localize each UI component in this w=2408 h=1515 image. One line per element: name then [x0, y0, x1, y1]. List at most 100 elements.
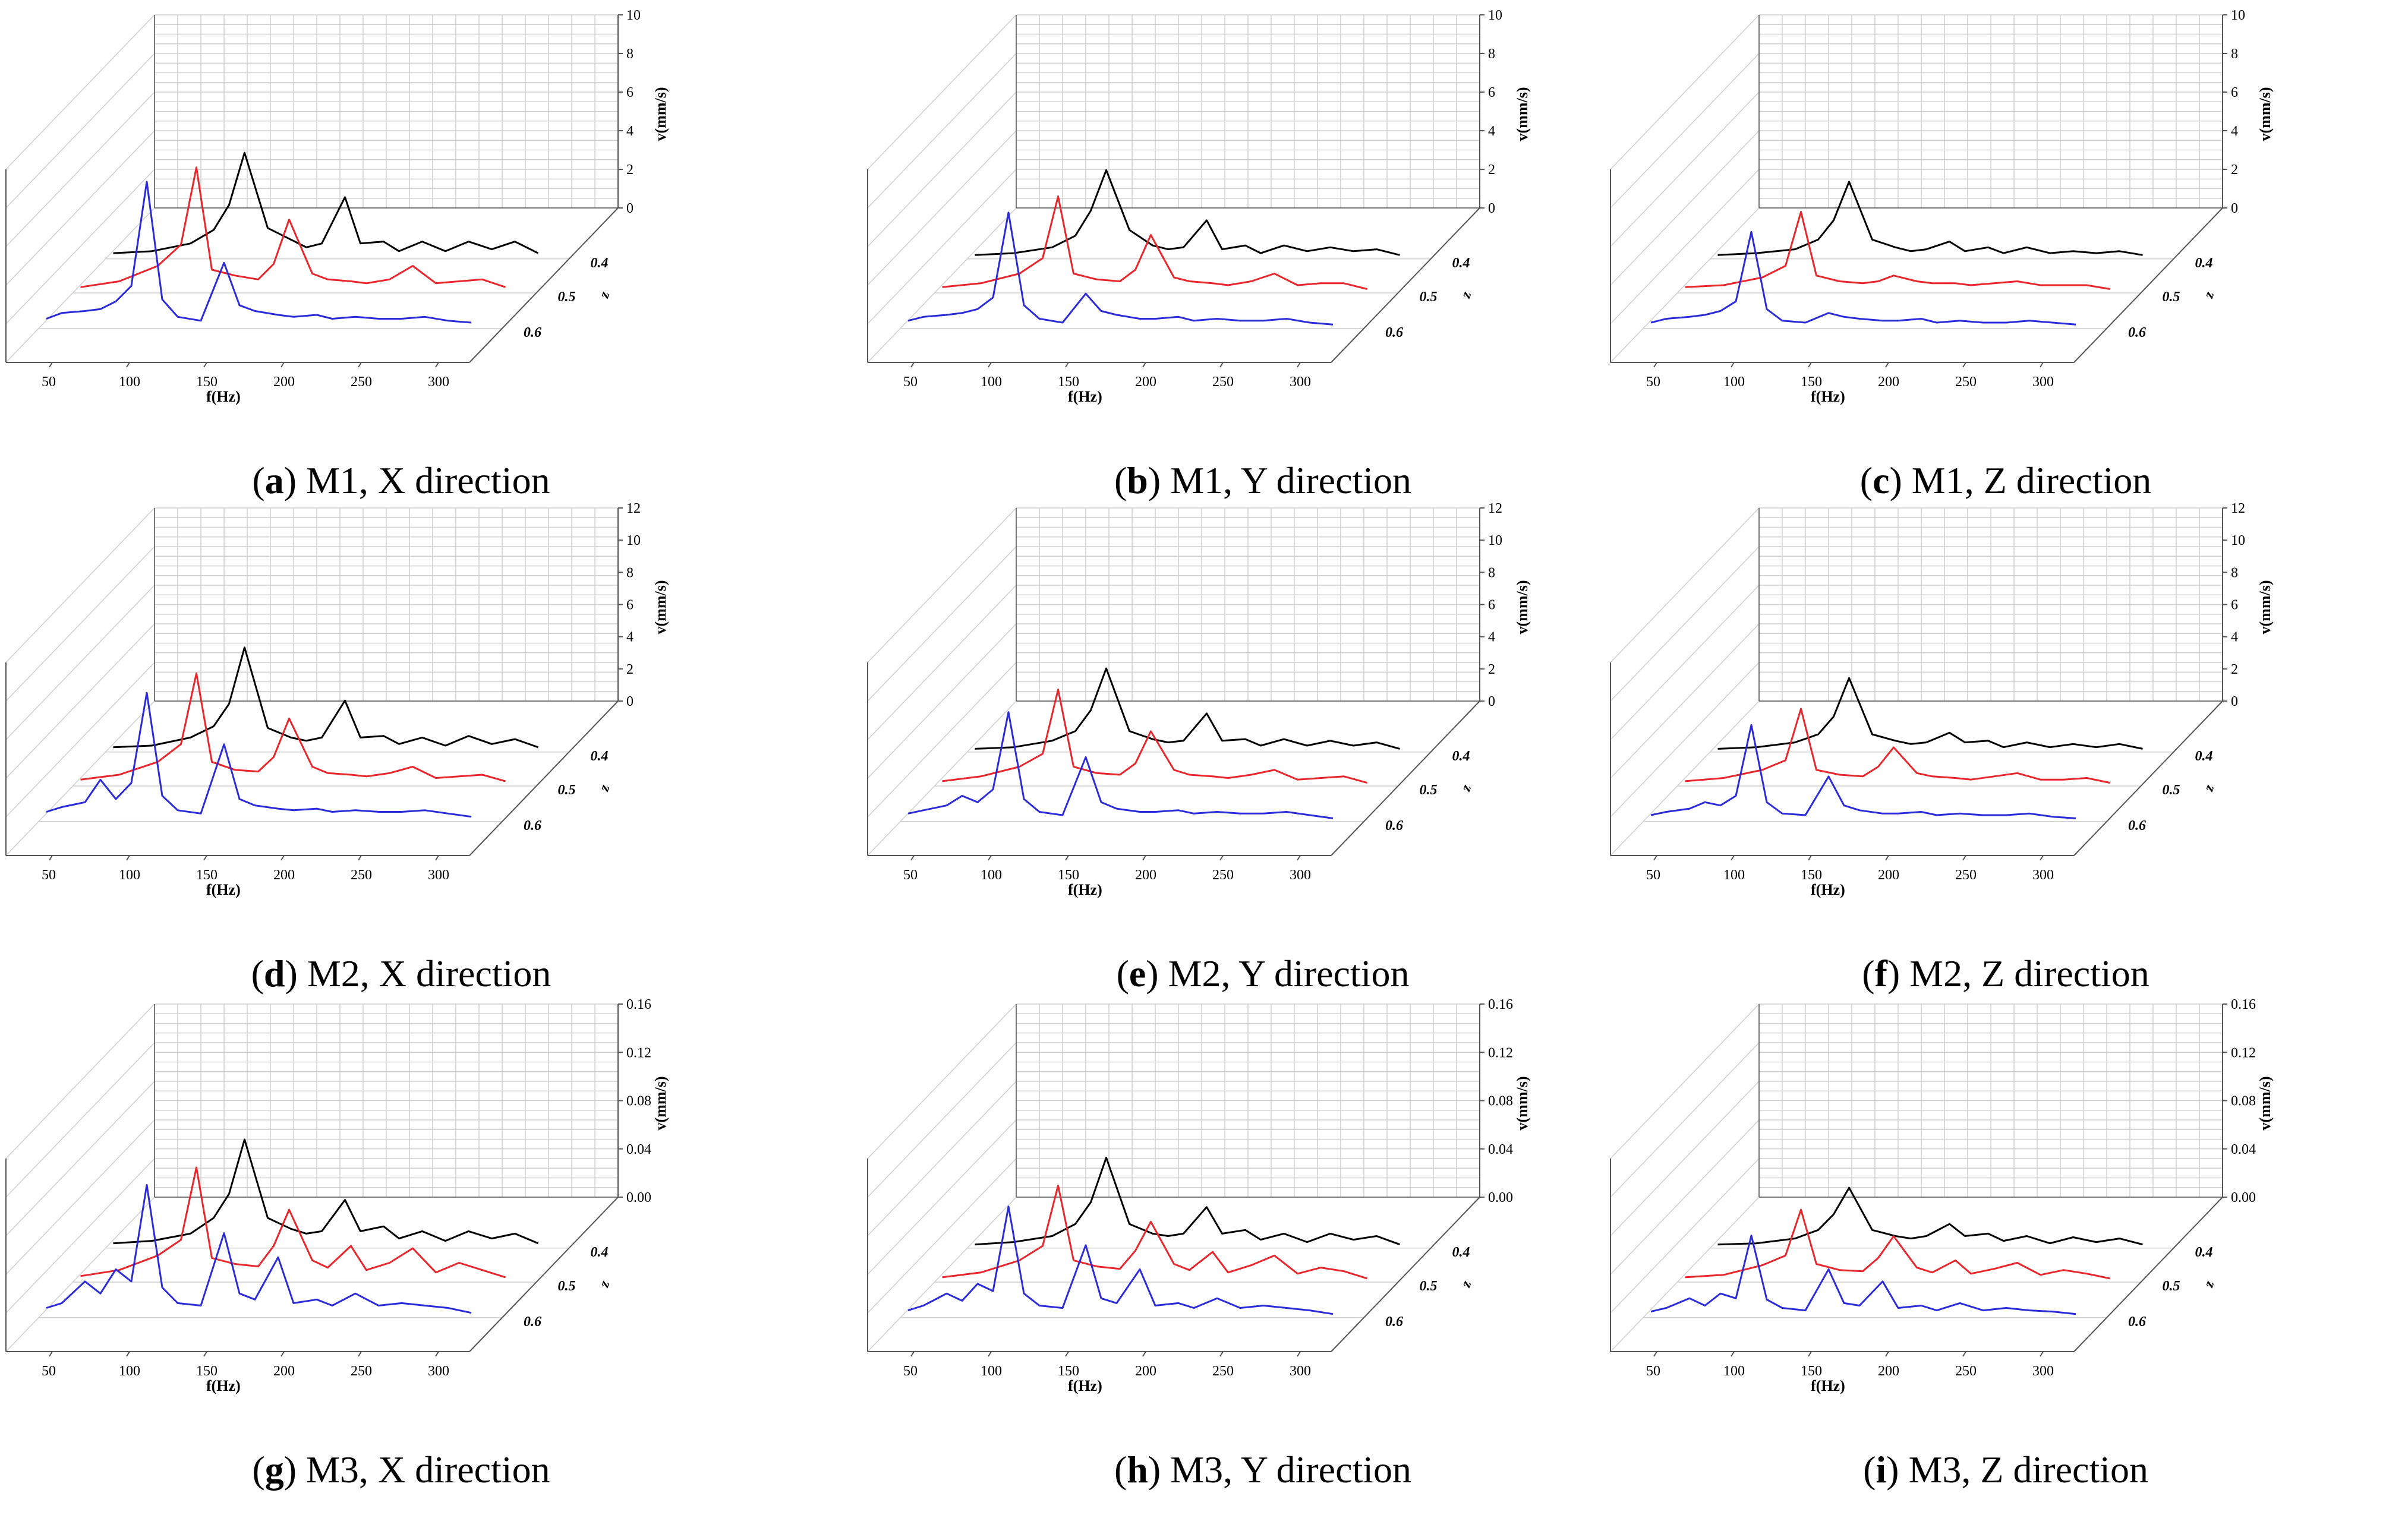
chart-body-e: 0 2 4 6 8 10 12 v(mm/s) 50 100 150 200 250 300 f(Hz) 0.…	[867, 501, 1531, 898]
caption-letter-g: g	[264, 1448, 284, 1491]
caption-letter-h: h	[1127, 1448, 1148, 1491]
series-line-0-4	[975, 169, 1400, 256]
side-wall-g	[5, 1003, 155, 1352]
floor-right-edge	[1331, 207, 1480, 363]
v-tick-label: 0.12	[1488, 1045, 1513, 1060]
f-axis-tick	[1731, 362, 1735, 368]
f-axis-tick	[49, 1351, 53, 1357]
f-tick-label: 100	[981, 1364, 1002, 1379]
v-axis-title: v(mm/s)	[1514, 87, 1531, 141]
caption-text-a: M1, X direction	[306, 459, 550, 501]
side-grid-line	[1610, 585, 1760, 740]
z-axis-c: 0.4 0.5 0.6 z	[2128, 255, 2218, 340]
floor-right-edge	[2073, 700, 2223, 856]
series-line-0-6	[1650, 1235, 2076, 1315]
f-tick-label: 200	[1878, 867, 1899, 883]
f-axis-tick	[1653, 855, 1657, 861]
z-tick-label: 0.5	[1420, 289, 1438, 305]
f-axis-tick	[1219, 1351, 1224, 1357]
f-axis-title: f(Hz)	[206, 1377, 241, 1394]
z-axis-a: 0.4 0.5 0.6 z	[524, 255, 613, 340]
waterfall-chart-f: 0 2 4 6 8 10 12 v(mm/s) 50 100 150 200 250 300 f(Hz) 0.…	[1610, 501, 2274, 898]
side-grid-line	[1610, 623, 1760, 779]
side-grid-line	[5, 700, 155, 856]
z-tick-label: 0.5	[558, 1279, 576, 1294]
f-axis-tick	[1962, 855, 1966, 861]
side-wall-i	[1610, 1003, 1760, 1352]
f-axis-i: 50 100 150 200 250 300 f(Hz)	[1646, 1351, 2054, 1394]
v-tick-label: 10	[1488, 533, 1502, 548]
z-tick-label: 0.4	[1452, 1245, 1470, 1260]
v-tick-label: 10	[1488, 8, 1502, 23]
z-axis-title: z	[1458, 1279, 1474, 1290]
series-line-0-6	[46, 181, 472, 324]
v-tick-label: 4	[626, 124, 633, 139]
side-grid-line	[1610, 1197, 1760, 1352]
side-grid-line	[867, 53, 1017, 209]
v-tick-label: 0.12	[626, 1045, 651, 1060]
floor-f	[1610, 508, 2223, 856]
f-tick-label: 50	[1646, 1364, 1660, 1379]
floor-right-edge	[1331, 1197, 1480, 1352]
back-wall-grid-e	[1016, 507, 1480, 702]
side-wall-f	[1610, 507, 1760, 856]
f-tick-label: 250	[351, 1364, 372, 1379]
v-tick-label: 0.08	[626, 1094, 651, 1109]
side-grid-line	[1610, 14, 1760, 170]
f-tick-label: 100	[119, 1364, 140, 1379]
side-grid-line	[1610, 662, 1760, 818]
v-tick-label: 0	[1488, 201, 1495, 216]
side-grid-line	[867, 1158, 1017, 1314]
f-axis-tick	[910, 1351, 915, 1357]
panel-e: 0 2 4 6 8 10 12 v(mm/s) 50 100 150 200 250 300 f(Hz) 0.…	[862, 493, 1664, 998]
chart-body-g: 0.00 0.04 0.08 0.12 0.16 v(mm/s) 50 100 150 200 25…	[5, 997, 669, 1394]
z-tick-label: 0.4	[2195, 1245, 2213, 1260]
f-axis-tick	[1653, 362, 1657, 368]
v-tick-label: 4	[626, 630, 633, 645]
side-grid-line	[1610, 1003, 1760, 1159]
series-line-0-6	[907, 711, 1334, 819]
v-tick-label: 2	[2231, 162, 2238, 178]
v-tick-label: 0	[626, 694, 633, 709]
v-tick-label: 2	[626, 162, 633, 178]
side-grid-line	[5, 169, 155, 324]
f-tick-label: 250	[1212, 867, 1234, 883]
f-tick-label: 200	[1878, 1364, 1899, 1379]
caption-text-f: M2, Z direction	[1909, 952, 2149, 995]
side-grid-line	[5, 91, 155, 247]
f-axis-tick	[1065, 362, 1069, 368]
f-tick-label: 150	[1801, 1364, 1822, 1379]
v-tick-label: 0	[626, 201, 633, 216]
f-tick-label: 300	[1290, 867, 1311, 883]
v-tick-label: 6	[626, 85, 633, 100]
v-tick-label: 8	[626, 565, 633, 580]
v-tick-label: 0.16	[2231, 997, 2256, 1012]
caption-text-i: M3, Z direction	[1908, 1448, 2148, 1491]
v-tick-label: 8	[1488, 46, 1495, 62]
v-axis-title: v(mm/s)	[652, 580, 669, 635]
back-wall-grid-b	[1016, 14, 1480, 209]
z-tick-label: 0.4	[591, 255, 609, 271]
panel-g: 0.00 0.04 0.08 0.12 0.16 v(mm/s) 50 100 150 200 25…	[0, 989, 802, 1494]
f-axis-h: 50 100 150 200 250 300 f(Hz)	[903, 1351, 1311, 1394]
v-tick-label: 0.16	[626, 997, 651, 1012]
v-tick-label: 8	[1488, 565, 1495, 580]
f-tick-label: 150	[196, 867, 218, 883]
series-line-0-4	[113, 152, 539, 254]
chart-body-d: 0 2 4 6 8 10 12 v(mm/s) 50 100 150 200 250 300 f(Hz) 0.…	[5, 501, 669, 898]
f-axis-tick	[203, 362, 207, 368]
series-line-0-5	[80, 1166, 506, 1279]
f-axis-tick	[910, 855, 915, 861]
v-tick-label: 0.00	[1488, 1190, 1513, 1205]
side-wall-c	[1610, 14, 1760, 363]
series-line-0-4	[975, 1157, 1401, 1246]
back-wall-grid-c	[1758, 14, 2223, 209]
f-tick-label: 200	[1135, 1364, 1156, 1379]
panel-f: 0 2 4 6 8 10 12 v(mm/s) 50 100 150 200 250 300 f(Hz) 0.…	[1605, 493, 2407, 998]
caption-letter-d: d	[263, 952, 285, 995]
series-line-0-6	[46, 692, 472, 818]
caption-letter-i: i	[1876, 1448, 1887, 1491]
series-line-0-6	[46, 1183, 472, 1314]
